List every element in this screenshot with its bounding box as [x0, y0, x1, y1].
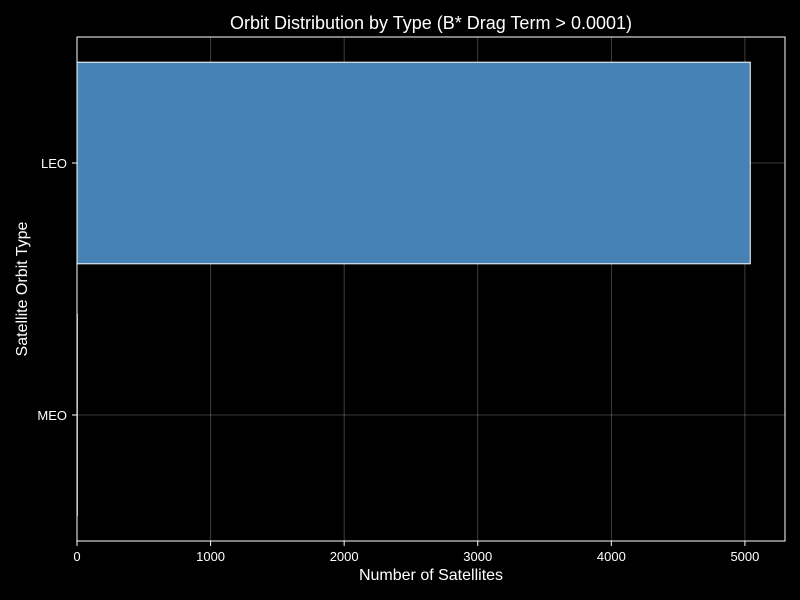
y-tick-label: MEO — [37, 408, 67, 423]
x-tick-label: 3000 — [463, 549, 492, 564]
x-tick-label: 2000 — [330, 549, 359, 564]
y-tick-label: LEO — [41, 156, 67, 171]
bar-leo — [76, 61, 751, 265]
plot-frame — [76, 36, 786, 542]
y-axis-ticks: LEO MEO — [37, 156, 77, 423]
x-tick-label: 4000 — [597, 549, 626, 564]
x-tick-label: 0 — [73, 549, 80, 564]
chart-title: Orbit Distribution by Type (B* Drag Term… — [230, 13, 632, 33]
bars — [76, 61, 751, 517]
y-axis-label: Satellite Orbit Type — [14, 221, 31, 356]
x-axis-ticks: 0 1000 2000 3000 4000 5000 — [73, 541, 759, 564]
x-tick-label: 5000 — [730, 549, 759, 564]
x-axis-label: Number of Satellites — [359, 567, 503, 584]
x-tick-label: 1000 — [196, 549, 225, 564]
